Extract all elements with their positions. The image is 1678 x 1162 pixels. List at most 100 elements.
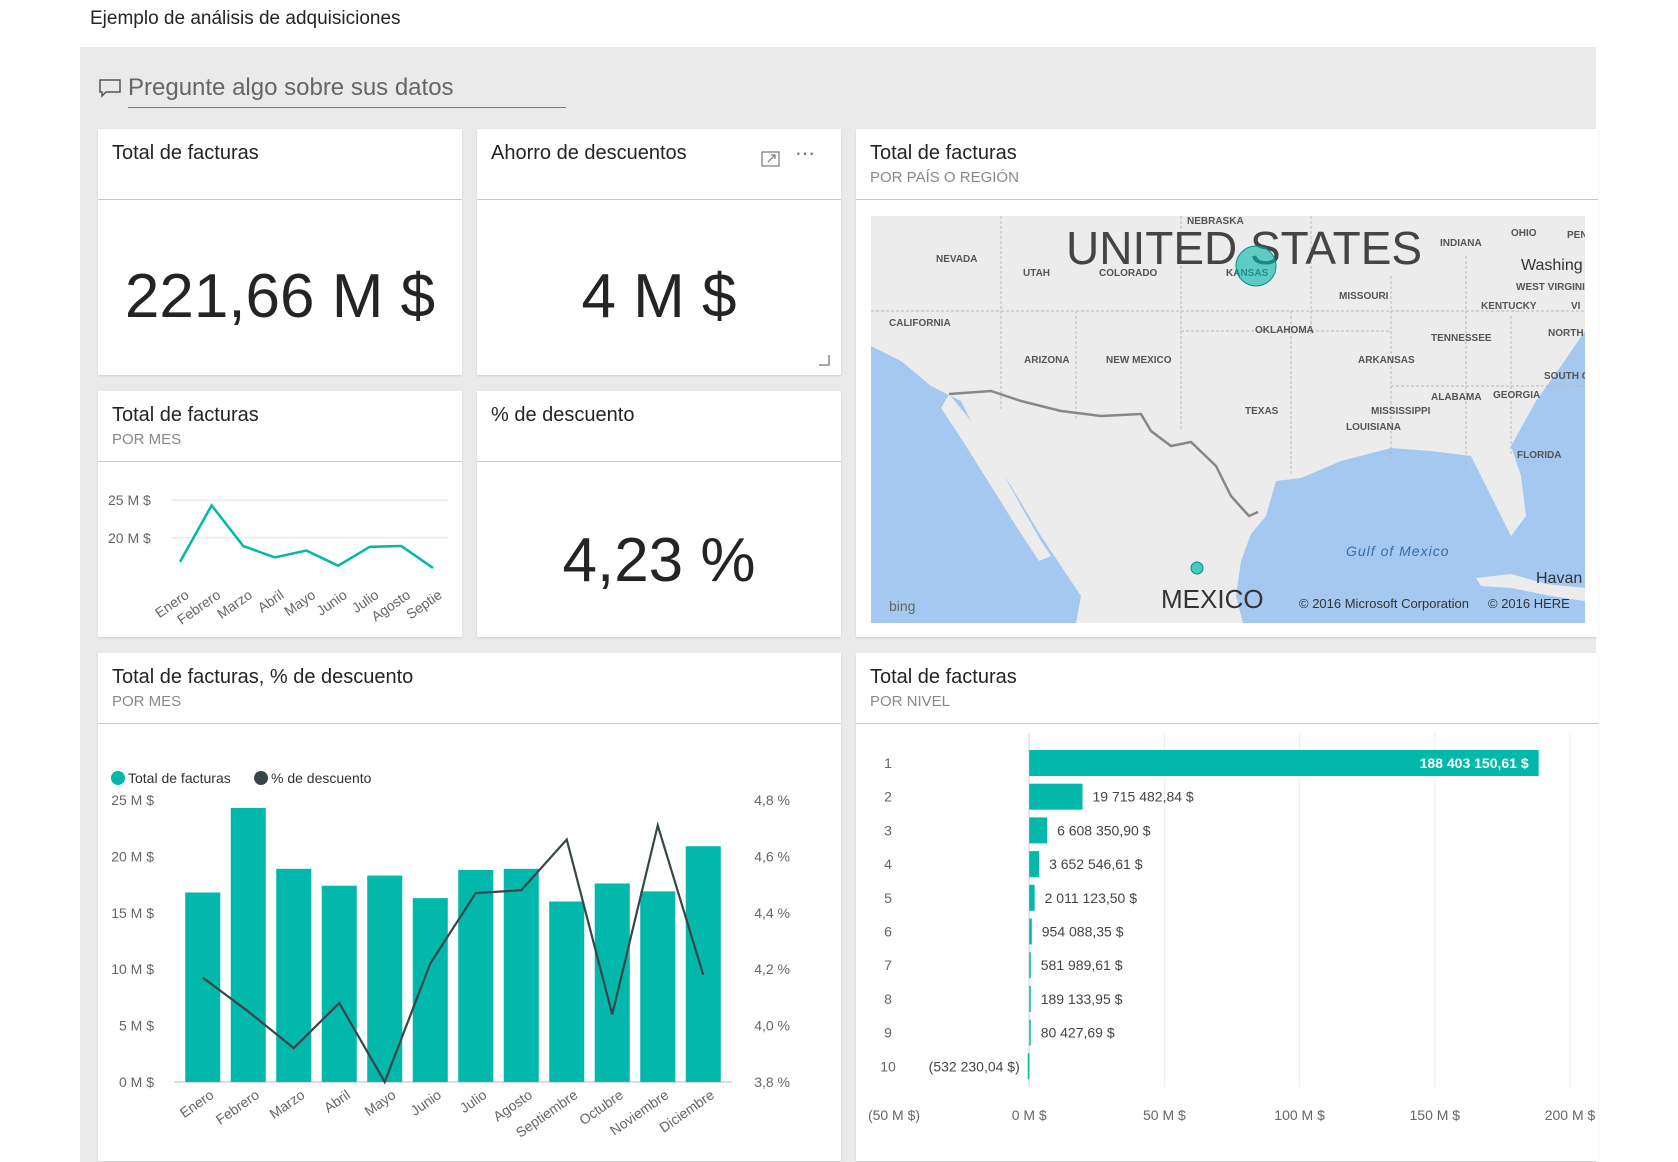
level-bar (1029, 1019, 1031, 1046)
map-label-georgia: GEORGIA (1493, 390, 1540, 401)
focus-mode-icon[interactable] (760, 149, 782, 169)
map-label-tennessee: TENNESSEE (1431, 333, 1492, 344)
resize-handle-icon[interactable] (817, 353, 831, 367)
tile-total-facturas-por-nivel[interactable]: Total de facturas POR NIVEL (50 M $) 0 M … (856, 653, 1598, 1161)
more-options-icon[interactable]: ⋯ (795, 143, 816, 165)
qa-search-box[interactable]: Pregunte algo sobre sus datos (98, 70, 566, 108)
combo-y-left-tick: 5 M $ (119, 1018, 154, 1034)
mini-x-tick: Septie (403, 586, 445, 622)
chat-bubble-icon (99, 79, 121, 98)
level-category-label: 5 (884, 890, 892, 906)
tile-total-facturas-por-mes[interactable]: Total de facturas POR MES 25 M $20 M $ En… (98, 391, 462, 637)
combo-x-tick: Mayo (361, 1086, 398, 1119)
combo-x-tick: Marzo (266, 1086, 307, 1122)
level-category-label: 7 (884, 957, 892, 973)
tile-subtitle: POR MES (112, 693, 182, 710)
level-bar (1029, 750, 1539, 776)
combo-bar (458, 869, 494, 1082)
map-label-havana: Havan (1536, 570, 1582, 587)
combo-y-right-tick: 4,4 % (754, 905, 790, 921)
combo-bar (230, 807, 266, 1082)
level-x-tick: 50 M $ (1143, 1107, 1186, 1123)
level-x-tick: 150 M $ (1410, 1107, 1461, 1123)
level-x-tick: 200 M $ (1545, 1107, 1596, 1123)
tile-subtitle: POR NIVEL (870, 693, 951, 710)
combo-y-left-tick: 15 M $ (111, 905, 154, 921)
map-label-oklahoma: OKLAHOMA (1255, 325, 1314, 336)
tile-header: Ahorro de descuentos ⋯ (477, 129, 841, 200)
mini-x-tick: Abril (254, 586, 286, 615)
level-data-label: 80 427,69 $ (1041, 1025, 1115, 1041)
map-bubble-mexico[interactable] (1190, 561, 1204, 575)
legend-label-total: Total de facturas (128, 770, 231, 786)
map-label-ohio: OHIO (1511, 228, 1537, 239)
map-label-nebraska: NEBRASKA (1187, 216, 1244, 227)
map-label-vi: VI (1571, 301, 1581, 312)
map-label-arizona: ARIZONA (1024, 355, 1070, 366)
level-category-label: 2 (884, 789, 892, 805)
level-bar (1029, 851, 1040, 878)
combo-bar (594, 883, 630, 1082)
map-copyright-here: © 2016 HERE (1488, 596, 1570, 611)
combo-x-tick: Febrero (213, 1086, 263, 1127)
level-bar (1029, 985, 1031, 1012)
map-label-kentucky: KENTUCKY (1481, 301, 1537, 312)
map-label-missouri: MISSOURI (1339, 291, 1389, 302)
mini-y-tick: 25 M $ (108, 492, 151, 508)
level-category-label: 10 (880, 1058, 896, 1074)
map-label-texas: TEXAS (1245, 406, 1279, 417)
combo-line-series (202, 821, 705, 1085)
map-label-nevada: NEVADA (936, 254, 977, 265)
qa-underline (128, 107, 566, 108)
map-label-california: CALIFORNIA (889, 318, 951, 329)
combo-y-left-tick: 20 M $ (111, 848, 154, 864)
map-label-utah: UTAH (1023, 268, 1050, 279)
map-land-baja (941, 394, 1051, 561)
tile-title: Ahorro de descuentos (491, 142, 687, 164)
tile-map-por-pais[interactable]: Total de facturas POR PAÍS O REGIÓN NEBR… (856, 129, 1598, 637)
state-borders (871, 216, 1585, 476)
tile-title: Total de facturas (112, 404, 259, 426)
level-data-label: 954 088,35 $ (1042, 924, 1124, 940)
combo-bar (276, 868, 312, 1082)
map-bubble-us[interactable] (1235, 245, 1277, 287)
tile-header: Total de facturas POR PAÍS O REGIÓN (856, 129, 1598, 200)
us-mexico-border (948, 389, 1259, 518)
map-label-west-virginia: WEST VIRGINIA (1516, 282, 1585, 293)
combo-x-tick: Abril (321, 1086, 353, 1115)
combo-chart: Total de facturas % de descuento 25 M $ 20 … (111, 770, 790, 1141)
mini-x-tick: Marzo (214, 586, 255, 622)
mini-y-tick: 20 M $ (108, 530, 151, 546)
qa-input-placeholder[interactable]: Pregunte algo sobre sus datos (128, 74, 454, 101)
tile-subtitle: POR PAÍS O REGIÓN (870, 169, 1019, 186)
tile-combo-chart[interactable]: Total de facturas, % de descuento POR ME… (98, 653, 841, 1161)
combo-bar (412, 898, 448, 1082)
level-data-label: (532 230,04 $) (929, 1058, 1020, 1074)
map-land-cuba (1476, 574, 1585, 601)
tile-header: Total de facturas POR MES (98, 391, 462, 462)
mini-x-tick: Mayo (281, 586, 318, 619)
combo-bar (640, 891, 676, 1082)
level-data-label: 188 403 150,61 $ (1420, 755, 1529, 771)
legend-marker-total (111, 771, 125, 785)
tile-header: % de descuento (477, 391, 841, 462)
combo-x-tick: Enero (177, 1086, 217, 1121)
map-visual[interactable]: NEBRASKA NEVADA UTAH COLORADO KANSAS MIS… (871, 216, 1585, 623)
level-data-label: 6 608 350,90 $ (1057, 822, 1151, 838)
tile-ahorro-descuentos[interactable]: Ahorro de descuentos ⋯ 4 M $ (477, 129, 841, 375)
level-category-label: 3 (884, 822, 892, 838)
level-bar-chart: (50 M $) 0 M $ 50 M $ 100 M $ 150 M $ 200 M $… (868, 733, 1596, 1123)
tile-title: Total de facturas (112, 142, 259, 164)
map-label-alabama: ALABAMA (1431, 392, 1482, 403)
legend-marker-descuento (254, 771, 268, 785)
tile-porcentaje-descuento[interactable]: % de descuento 4,23 % (477, 391, 841, 637)
map-copyright-microsoft: © 2016 Microsoft Corporation (1299, 596, 1469, 611)
level-data-label: 2 011 123,50 $ (1045, 890, 1138, 906)
level-category-label: 8 (884, 991, 892, 1007)
combo-bar (549, 901, 585, 1082)
tile-total-facturas-card[interactable]: Total de facturas 221,66 M $ (98, 129, 462, 375)
combo-bar (367, 875, 403, 1082)
tile-header: Total de facturas, % de descuento POR ME… (98, 653, 841, 724)
page-title: Ejemplo de análisis de adquisiciones (90, 8, 401, 29)
